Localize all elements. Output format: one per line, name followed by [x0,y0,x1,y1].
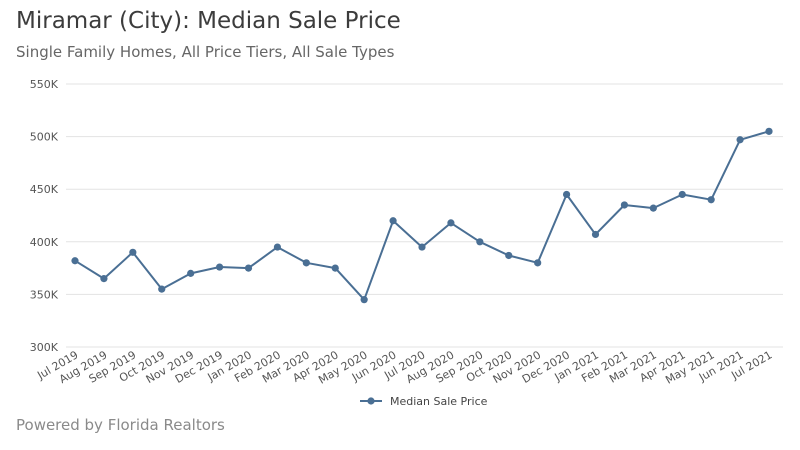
data-point[interactable] [447,219,455,227]
y-tick-label: 300K [30,341,59,354]
grid-lines [66,83,783,348]
data-point[interactable] [389,217,397,225]
y-tick-label: 500K [30,131,59,144]
data-point[interactable] [476,238,484,246]
data-point[interactable] [215,263,224,271]
data-point[interactable] [418,243,426,251]
data-point[interactable] [360,296,368,304]
series-line [74,130,770,301]
data-point[interactable] [505,251,513,260]
data-point[interactable] [302,259,310,267]
data-point[interactable] [707,196,715,204]
chart-title: Miramar (City): Median Sale Price [16,8,401,34]
data-point[interactable] [158,285,166,293]
data-point[interactable] [129,248,137,256]
legend-label: Median Sale Price [390,395,488,408]
y-tick-label: 400K [30,236,59,249]
y-tick-label: 350K [30,288,59,301]
data-point[interactable] [649,204,657,212]
data-point[interactable] [534,259,542,267]
footer-credit: Powered by Florida Realtors [16,416,225,434]
data-point[interactable] [765,127,773,135]
legend[interactable]: Median Sale Price [360,395,488,408]
data-point[interactable] [244,264,253,272]
data-point[interactable] [187,269,195,277]
y-tick-label: 550K [30,78,59,91]
legend-swatch-marker [367,397,375,405]
data-point[interactable] [100,275,108,283]
data-point[interactable] [331,264,339,272]
chart-subtitle: Single Family Homes, All Price Tiers, Al… [16,43,395,61]
data-point[interactable] [736,136,744,144]
data-point[interactable] [678,190,686,199]
data-point[interactable] [562,190,571,199]
series-layer [71,127,773,304]
data-point[interactable] [620,201,629,209]
y-axis-ticks: 300K 350K 400K 450K 500K 550K [30,78,59,354]
data-point[interactable] [591,230,600,239]
y-tick-label: 450K [30,183,59,196]
data-point[interactable] [273,243,282,251]
data-point[interactable] [71,257,79,265]
